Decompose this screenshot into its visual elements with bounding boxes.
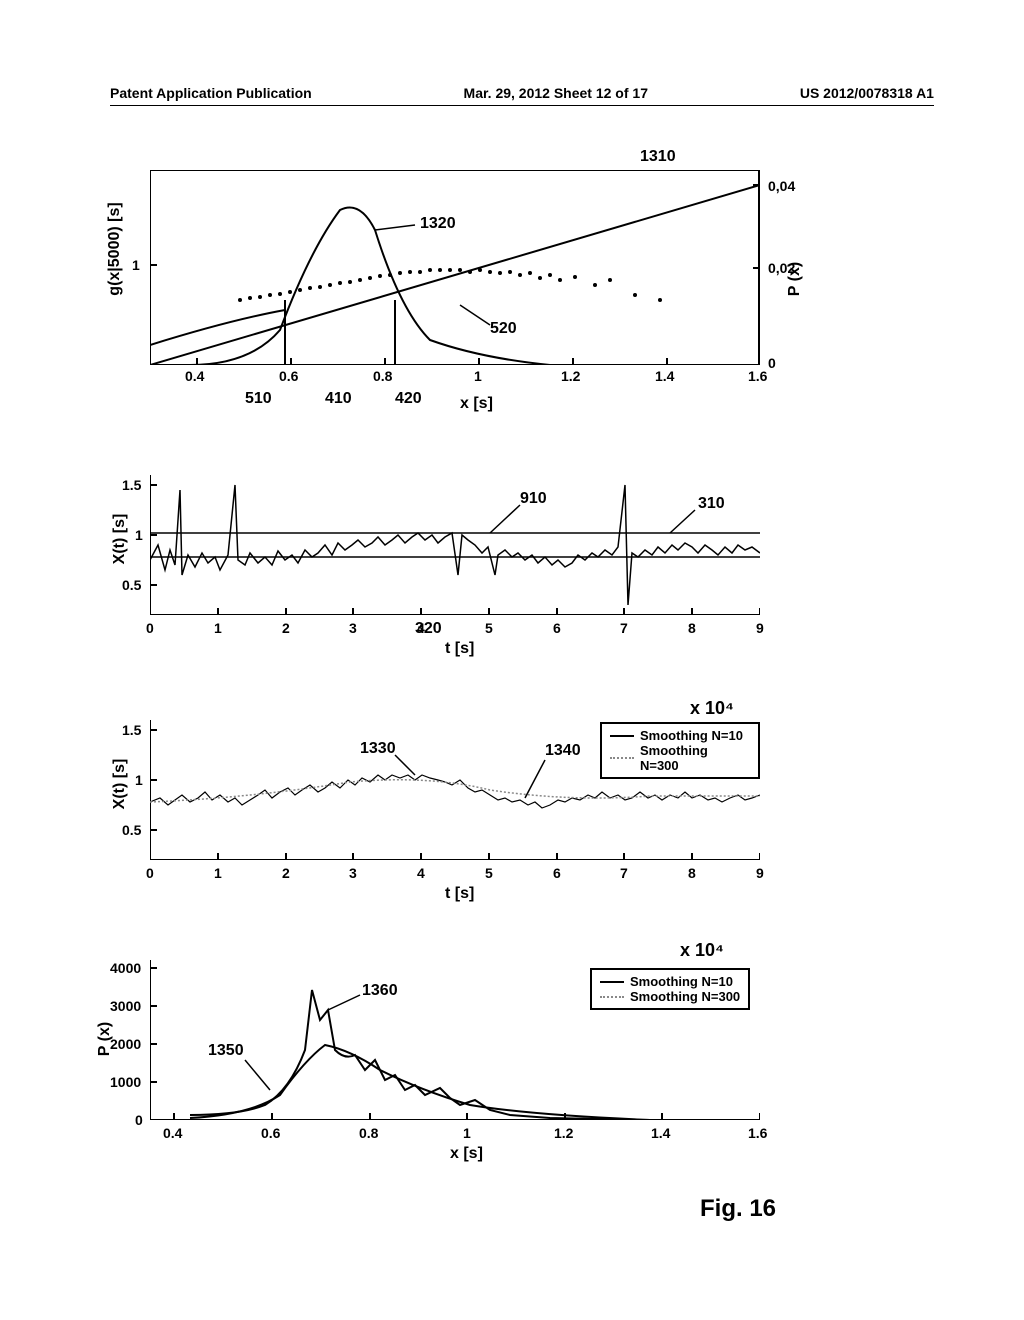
chart2-ytick-1: 1 (135, 527, 143, 543)
chart2-xtick-7: 7 (620, 620, 628, 636)
chart1-ann-420: 420 (395, 390, 422, 408)
chart1-ann-1310: 1310 (640, 148, 676, 166)
chart4-xtick-5: 1.4 (651, 1125, 670, 1141)
chart3-scale-note: x 10⁴ (690, 698, 734, 719)
chart3-xtick-4: 4 (417, 865, 425, 881)
chart4-xtick-1: 0.6 (261, 1125, 280, 1141)
chart4-ytick-4: 4000 (110, 960, 141, 976)
chart1-ann-410: 410 (325, 390, 352, 408)
chart1-xtick-6: 1.6 (748, 368, 767, 384)
chart1-xtick-0: 0.4 (185, 368, 204, 384)
chart3-xtick-2: 2 (282, 865, 290, 881)
chart4-xtick-2: 0.8 (359, 1125, 378, 1141)
page-header: Patent Application Publication Mar. 29, … (110, 85, 934, 101)
chart3-ann-1340: 1340 (545, 742, 581, 760)
chart2-xtick-2: 2 (282, 620, 290, 636)
chart4: P (x) x [s] x 10⁴ 0 1000 2000 3000 4000 … (150, 960, 760, 1120)
chart3-legend: Smoothing N=10 Smoothing N=300 (600, 722, 760, 779)
chart1-plot (150, 170, 760, 365)
chart3-xtick-9: 9 (756, 865, 764, 881)
chart1-svg (150, 170, 760, 365)
chart2-y-label: X(t) [s] (111, 504, 129, 574)
chart4-ann-1350: 1350 (208, 1042, 244, 1060)
chart3-xtick-1: 1 (214, 865, 222, 881)
chart1-xtick-4: 1.2 (561, 368, 580, 384)
chart3-legend-row2: Smoothing N=300 (610, 743, 750, 773)
chart2: X(t) [s] t [s] 0.5 1 1.5 0 1 2 3 4 5 6 7… (150, 475, 760, 615)
chart4-legend: Smoothing N=10 Smoothing N=300 (590, 968, 750, 1010)
chart2-xtick-9: 9 (756, 620, 764, 636)
chart4-legend-row1: Smoothing N=10 (600, 974, 740, 989)
chart3-xtick-0: 0 (146, 865, 154, 881)
chart1-ann-510: 510 (245, 390, 272, 408)
chart4-ytick-0: 0 (135, 1112, 143, 1128)
chart3-xtick-3: 3 (349, 865, 357, 881)
chart2-xtick-6: 6 (553, 620, 561, 636)
chart1-yrtick-2: 0,04 (768, 178, 795, 194)
chart1: g(x|5000) [s] P (x) x [s] 1 0 0,02 0,04 … (150, 170, 760, 365)
chart2-xtick-5: 5 (485, 620, 493, 636)
figure-label: Fig. 16 (700, 1195, 776, 1223)
chart3-legend-row1: Smoothing N=10 (610, 728, 750, 743)
chart2-ann-910: 910 (520, 490, 547, 508)
chart3-legend-item1: Smoothing N=10 (640, 728, 743, 743)
chart3-xtick-6: 6 (553, 865, 561, 881)
chart4-ytick-1: 1000 (110, 1074, 141, 1090)
chart4-legend-item1: Smoothing N=10 (630, 974, 733, 989)
chart1-yrtick-0: 0 (768, 355, 776, 371)
header-right: US 2012/0078318 A1 (800, 85, 934, 101)
legend-line-dotted-icon (600, 996, 624, 998)
chart3-legend-item2: Smoothing N=300 (640, 743, 750, 773)
chart2-xtick-3: 3 (349, 620, 357, 636)
chart4-scale-note: x 10⁴ (680, 940, 724, 961)
chart4-xtick-3: 1 (463, 1125, 471, 1141)
chart1-yrtick-1: 0,02 (768, 260, 795, 276)
chart2-svg (150, 475, 760, 615)
chart4-xtick-4: 1.2 (554, 1125, 573, 1141)
chart2-ytick-0: 0.5 (122, 577, 141, 593)
chart1-yleft-label: g(x|5000) [s] (106, 199, 124, 299)
chart2-ann-320: 320 (415, 620, 442, 638)
chart2-xtick-0: 0 (146, 620, 154, 636)
chart3-ytick-1: 1 (135, 772, 143, 788)
chart1-x-label: x [s] (460, 395, 493, 413)
chart1-ytick-1: 1 (132, 257, 140, 273)
legend-line-dotted-icon (610, 757, 634, 759)
chart3: X(t) [s] t [s] x 10⁴ 0.5 1 1.5 0 1 2 3 4… (150, 720, 760, 860)
chart3-x-label: t [s] (445, 885, 474, 903)
chart4-ann-1360: 1360 (362, 982, 398, 1000)
chart1-ann-520: 520 (490, 320, 517, 338)
chart4-xtick-0: 0.4 (163, 1125, 182, 1141)
chart3-ytick-2: 1.5 (122, 722, 141, 738)
chart2-ytick-2: 1.5 (122, 477, 141, 493)
chart3-xtick-8: 8 (688, 865, 696, 881)
chart3-xtick-5: 5 (485, 865, 493, 881)
legend-line-solid-icon (610, 735, 634, 737)
chart3-ytick-0: 0.5 (122, 822, 141, 838)
chart1-xtick-3: 1 (474, 368, 482, 384)
chart2-xtick-8: 8 (688, 620, 696, 636)
chart2-x-label: t [s] (445, 640, 474, 658)
chart4-legend-row2: Smoothing N=300 (600, 989, 740, 1004)
chart4-legend-item2: Smoothing N=300 (630, 989, 740, 1004)
header-middle: Mar. 29, 2012 Sheet 12 of 17 (464, 85, 648, 101)
chart4-xtick-6: 1.6 (748, 1125, 767, 1141)
chart4-x-label: x [s] (450, 1145, 483, 1163)
header-left: Patent Application Publication (110, 85, 312, 101)
chart1-xtick-1: 0.6 (279, 368, 298, 384)
chart1-xtick-5: 1.4 (655, 368, 674, 384)
chart1-ann-1320: 1320 (420, 215, 456, 233)
chart2-xtick-1: 1 (214, 620, 222, 636)
chart1-yright-label: P (x) (786, 249, 804, 309)
header-underline (110, 105, 934, 106)
chart2-plot (150, 475, 760, 615)
chart4-ytick-2: 2000 (110, 1036, 141, 1052)
chart2-ann-310: 310 (698, 495, 725, 513)
chart4-ytick-3: 3000 (110, 998, 141, 1014)
chart3-y-label: X(t) [s] (111, 749, 129, 819)
chart3-xtick-7: 7 (620, 865, 628, 881)
chart3-ann-1330: 1330 (360, 740, 396, 758)
chart1-xtick-2: 0.8 (373, 368, 392, 384)
legend-line-solid-icon (600, 981, 624, 983)
